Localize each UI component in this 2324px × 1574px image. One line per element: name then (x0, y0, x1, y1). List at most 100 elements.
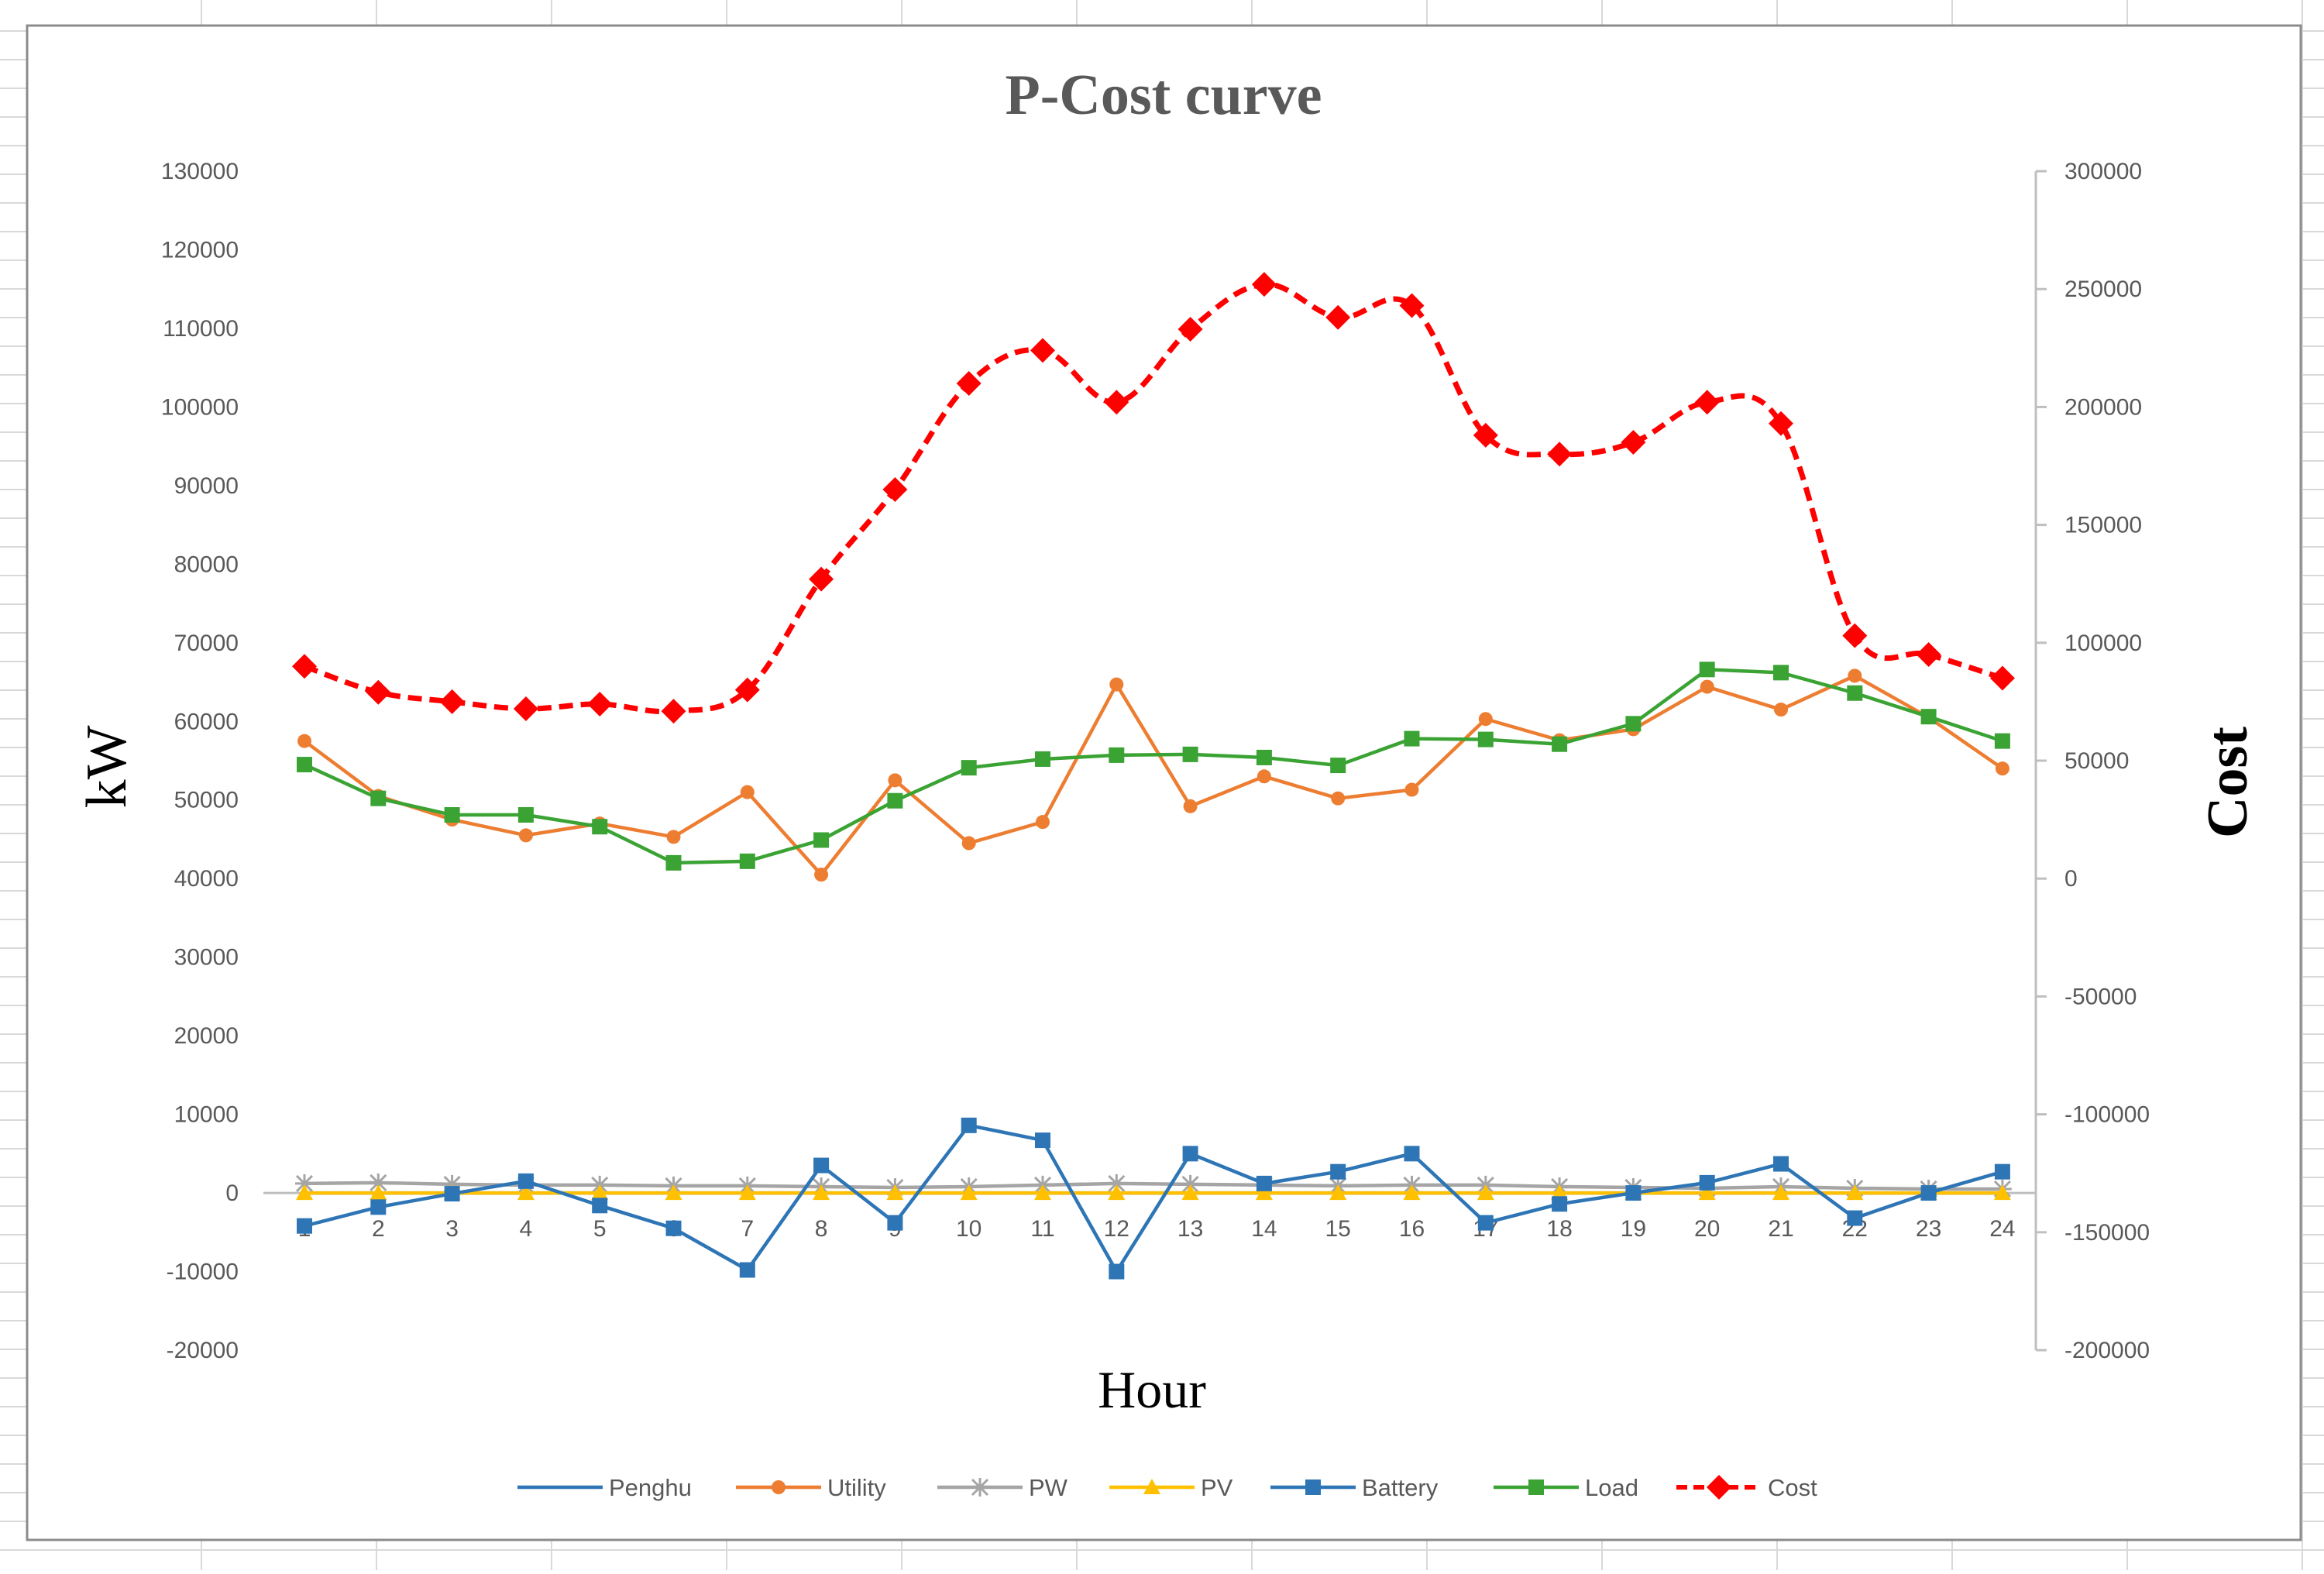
series-pv (296, 1184, 2011, 1201)
point-load (1256, 749, 1272, 765)
point-battery (444, 1186, 460, 1202)
point-load (665, 854, 682, 871)
y2-tick-label: -50000 (2064, 984, 2137, 1009)
y2-tick-label: -200000 (2064, 1338, 2150, 1363)
legend-item-pw: PW (937, 1474, 1068, 1501)
legend-marker-utility (772, 1480, 786, 1494)
y-tick-label: 10000 (174, 1102, 239, 1128)
point-pv (1255, 1184, 1273, 1201)
point-load (1330, 758, 1346, 774)
point-utility (1331, 791, 1346, 806)
x-tick-label: 15 (1325, 1216, 1351, 1242)
point-pv (665, 1184, 682, 1201)
point-battery (297, 1218, 312, 1234)
series-line-pw (304, 1180, 2003, 1191)
x-tick-label: 13 (1177, 1216, 1203, 1242)
y-tick-label: 40000 (174, 866, 239, 892)
point-cost (1547, 442, 1573, 467)
point-battery (1699, 1174, 1715, 1191)
point-pv (1034, 1184, 1051, 1201)
legend-label-battery: Battery (1362, 1474, 1439, 1501)
point-utility (814, 868, 829, 882)
point-cost (809, 566, 834, 592)
legend-item-battery: Battery (1270, 1474, 1439, 1501)
point-load (1699, 662, 1715, 678)
legend-label-pv: PV (1201, 1474, 1233, 1501)
y-tick-label: 60000 (174, 709, 239, 734)
point-cost (1104, 390, 1129, 415)
point-pv (813, 1184, 830, 1201)
legend-label-utility: Utility (827, 1474, 886, 1501)
point-battery (1994, 1163, 2010, 1180)
y-tick-label: 120000 (161, 237, 239, 263)
x-axis-title: Hour (1098, 1360, 1206, 1419)
point-cost (1769, 411, 1793, 436)
y-axis-title: kW (75, 725, 139, 808)
legend-marker-load (1528, 1479, 1544, 1495)
x-tick-label: 11 (1030, 1216, 1054, 1242)
point-battery (1477, 1215, 1494, 1231)
legend-label-cost: Cost (1768, 1474, 1817, 1501)
y-tick-label: -10000 (167, 1260, 239, 1285)
point-pv (1108, 1184, 1126, 1201)
y2-tick-label: 100000 (2064, 631, 2142, 656)
x-tick-label: 24 (1989, 1216, 2015, 1242)
point-cost (292, 654, 317, 679)
point-battery (665, 1220, 682, 1236)
point-load (1625, 716, 1642, 732)
point-pv (517, 1184, 535, 1201)
point-cost (1916, 642, 1941, 668)
point-cost (1177, 316, 1203, 342)
point-load (961, 760, 977, 776)
point-utility (1848, 668, 1862, 683)
point-utility (1257, 769, 1271, 784)
point-pw (295, 1174, 314, 1193)
point-cost (439, 689, 465, 714)
x-tick-label: 21 (1768, 1216, 1793, 1242)
point-battery (887, 1215, 903, 1231)
legend-label-load: Load (1585, 1474, 1638, 1501)
point-utility (961, 836, 976, 851)
chart-frame (26, 24, 2302, 1541)
x-tick-label: 14 (1251, 1216, 1277, 1242)
point-battery (1109, 1263, 1125, 1280)
point-load (1182, 746, 1198, 762)
point-pv (591, 1184, 609, 1201)
point-load (1920, 709, 1937, 725)
y-tick-label: 100000 (161, 394, 239, 420)
point-load (517, 807, 534, 823)
y2-tick-label: 150000 (2064, 513, 2142, 538)
legend-label-penghu: Penghu (609, 1474, 692, 1501)
point-cost (1399, 293, 1425, 318)
y-tick-label: 30000 (174, 945, 239, 971)
point-battery (1330, 1163, 1346, 1180)
x-tick-label: 18 (1546, 1216, 1572, 1242)
x-tick-label: 4 (520, 1216, 533, 1242)
chart-title: P-Cost curve (1006, 64, 1322, 127)
point-cost (1694, 390, 1720, 415)
point-battery (739, 1262, 755, 1278)
point-load (1773, 665, 1789, 681)
series-line-battery (304, 1123, 2003, 1275)
point-pv (738, 1184, 756, 1201)
point-pv (886, 1184, 904, 1201)
point-load (1109, 747, 1125, 763)
legend-label-pw: PW (1029, 1474, 1068, 1501)
point-battery (1035, 1132, 1050, 1149)
x-tick-label: 5 (593, 1216, 607, 1242)
point-pv (1846, 1184, 1864, 1201)
y2-tick-label: 200000 (2064, 394, 2142, 420)
legend-item-utility: Utility (736, 1474, 886, 1501)
point-cost (366, 679, 391, 705)
point-cost (1842, 623, 1868, 648)
point-load (1477, 731, 1494, 747)
point-pv (1698, 1184, 1716, 1201)
point-pv (296, 1184, 313, 1201)
point-utility (1183, 799, 1198, 813)
point-pw (1107, 1174, 1126, 1193)
point-load (370, 790, 387, 806)
point-battery (1625, 1185, 1642, 1201)
point-cost (956, 370, 982, 396)
point-load (1847, 685, 1863, 701)
